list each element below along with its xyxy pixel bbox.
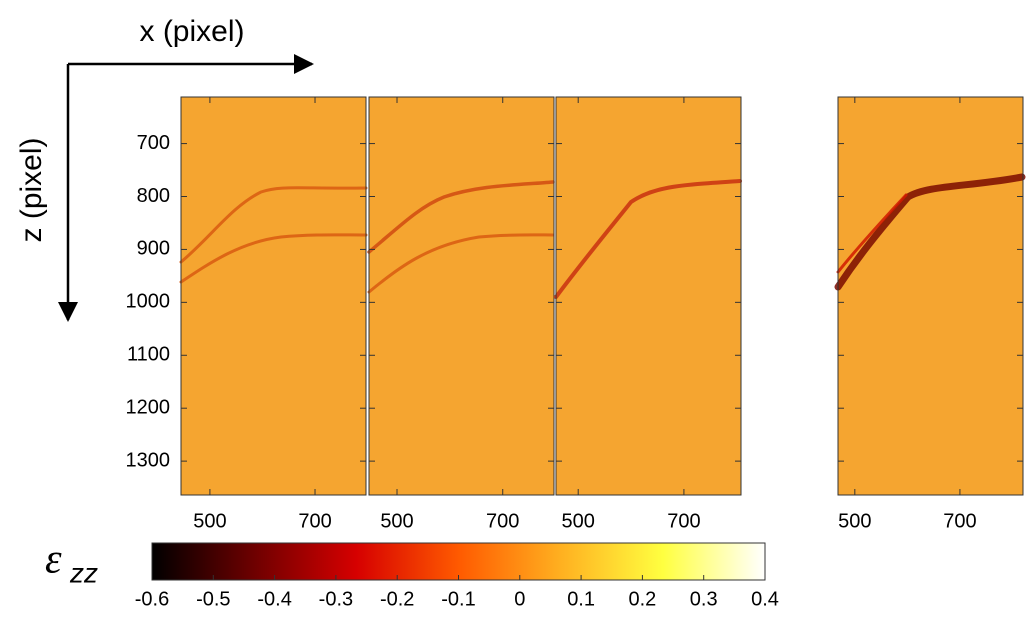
strain-band	[554, 179, 742, 299]
x-tick-label: 500	[380, 510, 413, 532]
y-tick-label: 1200	[126, 396, 171, 418]
y-tick-label: 700	[137, 132, 170, 154]
colorbar-tick-label: 0.1	[567, 588, 595, 610]
panel-frame	[180, 96, 367, 496]
colorbar-label-subscript: zz	[69, 557, 98, 588]
x-tick-label: 700	[298, 510, 331, 532]
strain-map	[181, 97, 366, 495]
y-tick-label: 1000	[126, 291, 171, 313]
x-tick-label: 500	[838, 510, 871, 532]
strain-map	[556, 97, 741, 495]
y-tick-label: 800	[137, 185, 170, 207]
panel-frame	[837, 96, 1024, 496]
panel-frame	[555, 96, 742, 496]
x-tick-label: 500	[193, 510, 226, 532]
colorbar-tick-label: 0.3	[690, 588, 718, 610]
colorbar	[151, 542, 766, 581]
features	[367, 180, 555, 294]
x-axis-title: x (pixel)	[139, 15, 244, 48]
strain-map	[838, 97, 1023, 495]
panel-frame	[368, 96, 555, 496]
y-tick-label: 1300	[126, 449, 171, 471]
features	[834, 173, 1026, 291]
y-tick-label: 900	[137, 238, 170, 260]
colorbar-label: ε	[45, 537, 62, 583]
x-tick-label: 700	[943, 510, 976, 532]
strain-band	[367, 180, 555, 254]
colorbar-tick-label: 0.2	[628, 588, 656, 610]
features	[554, 179, 742, 299]
strain-map	[369, 97, 554, 495]
colorbar-tick-label: 0.4	[751, 588, 779, 610]
colorbar-tick-label: -0.5	[196, 588, 230, 610]
colorbar-tick-label: -0.6	[135, 588, 169, 610]
x-tick-label: 700	[486, 510, 519, 532]
colorbar-tick-label: -0.1	[441, 588, 475, 610]
strain-band	[834, 173, 1026, 291]
x-tick-label: 700	[667, 510, 700, 532]
colorbar-tick-label: -0.4	[257, 588, 291, 610]
features	[179, 186, 368, 284]
y-tick-label: 1100	[127, 344, 170, 366]
x-tick-label: 500	[562, 510, 595, 532]
z-axis-title: z (pixel)	[15, 137, 48, 242]
strain-band	[179, 186, 368, 264]
colorbar-tick-label: -0.3	[319, 588, 353, 610]
strain-band	[836, 193, 908, 274]
strain-band	[367, 233, 555, 294]
strain-band	[179, 233, 368, 284]
colorbar-tick-label: 0	[514, 588, 525, 610]
colorbar-tick-label: -0.2	[380, 588, 414, 610]
